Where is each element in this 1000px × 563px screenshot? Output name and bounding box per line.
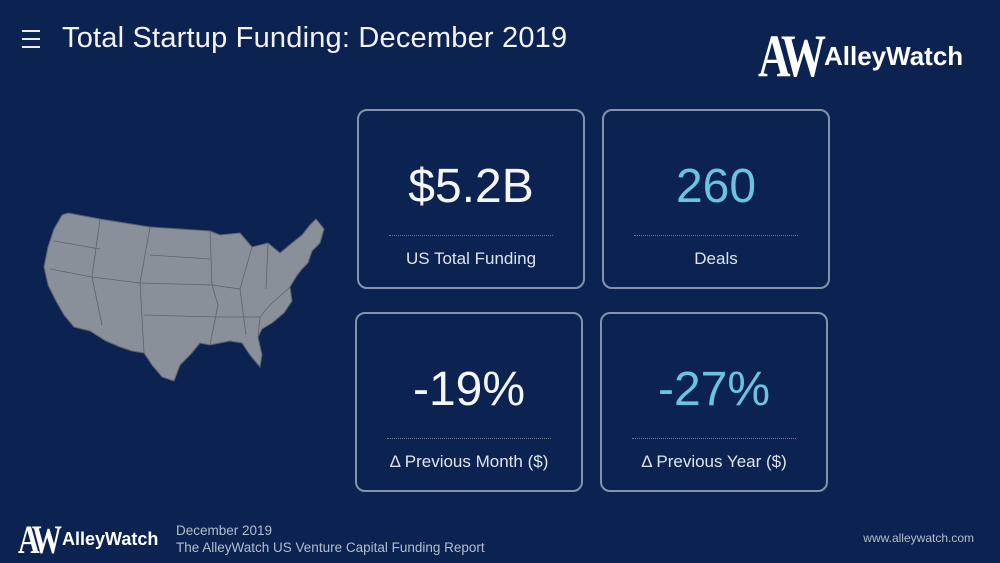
- card-value: $5.2B: [408, 160, 534, 213]
- logo-word: AlleyWatch: [824, 41, 964, 71]
- card-label: US Total Funding: [405, 249, 537, 268]
- card-label: Δ Previous Month ($): [389, 452, 549, 471]
- card-value: -19%: [412, 363, 526, 416]
- card-value: 260: [675, 160, 757, 213]
- footer-text: December 2019 The AlleyWatch US Venture …: [176, 522, 485, 556]
- logo-word: AlleyWatch: [62, 529, 159, 549]
- state-borders: [49, 218, 291, 354]
- card-previous-year: -27% Δ Previous Year ($): [600, 312, 828, 492]
- card-label: Deals: [694, 249, 738, 268]
- hamburger-icon[interactable]: [22, 30, 40, 54]
- alleywatch-logo[interactable]: AW AlleyWatch: [758, 22, 963, 91]
- page-title: Total Startup Funding: December 2019: [62, 22, 568, 54]
- us-map-shape: [43, 212, 325, 382]
- footer-logo[interactable]: AW AlleyWatch: [18, 516, 158, 563]
- card-value: -27%: [657, 363, 771, 416]
- footer-date: December 2019: [176, 523, 273, 538]
- footer-report-name: The AlleyWatch US Venture Capital Fundin…: [176, 540, 485, 555]
- us-map: [43, 212, 325, 382]
- card-deals: 260 Deals: [602, 109, 830, 289]
- card-label: Δ Previous Year ($): [641, 452, 787, 471]
- logo-mark: AW: [758, 23, 826, 89]
- logo-mark: AW: [18, 517, 62, 562]
- divider: [387, 438, 551, 439]
- card-us-total-funding: $5.2B US Total Funding: [357, 109, 585, 289]
- card-previous-month: -19% Δ Previous Month ($): [355, 312, 583, 492]
- website-link[interactable]: www.alleywatch.com: [863, 531, 974, 545]
- divider: [389, 235, 553, 236]
- divider: [634, 235, 798, 236]
- divider: [632, 438, 796, 439]
